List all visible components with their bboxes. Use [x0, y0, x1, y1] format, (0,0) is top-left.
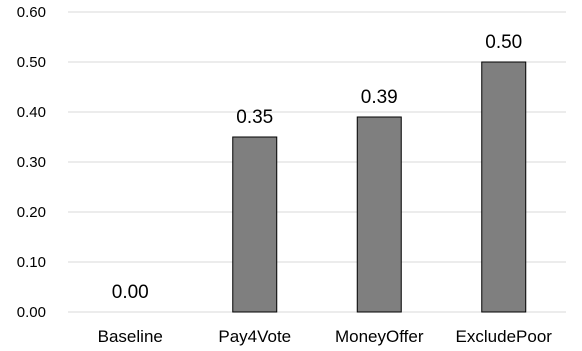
bars [232, 61, 527, 313]
x-category-label: Baseline [98, 327, 163, 346]
y-tick-label: 0.10 [17, 254, 46, 271]
data-labels: 0.00 0.35 0.39 0.50 [112, 32, 522, 303]
data-label-excludepoor: 0.50 [485, 32, 522, 53]
y-tick-label: 0.30 [17, 154, 46, 171]
data-label-pay4vote: 0.35 [236, 107, 273, 128]
y-tick-label: 0.50 [17, 54, 46, 71]
y-tick-label: 0.20 [17, 204, 46, 221]
bar-moneyoffer [356, 116, 402, 313]
gridlines [68, 11, 566, 313]
x-category-label: MoneyOffer [335, 327, 424, 346]
x-axis-category-labels: Baseline Pay4Vote MoneyOffer ExcludePoor [98, 327, 553, 346]
y-tick-label: 0.00 [17, 304, 46, 321]
data-label-baseline: 0.00 [112, 282, 149, 303]
bar-excludepoor [481, 61, 527, 313]
bar-pay4vote [232, 136, 278, 313]
data-label-moneyoffer: 0.39 [361, 87, 398, 108]
x-category-label: ExcludePoor [456, 327, 553, 346]
x-category-label: Pay4Vote [218, 327, 291, 346]
y-axis-tick-labels: 0.00 0.10 0.20 0.30 0.40 0.50 0.60 [17, 4, 46, 321]
y-tick-label: 0.60 [17, 4, 46, 21]
y-tick-label: 0.40 [17, 104, 46, 121]
